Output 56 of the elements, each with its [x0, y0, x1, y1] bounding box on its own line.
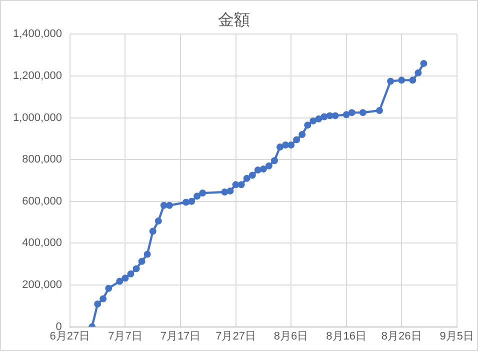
- point: [304, 122, 312, 129]
- point: [149, 228, 156, 235]
- point: [310, 117, 317, 124]
- point: [348, 109, 356, 116]
- point: [276, 144, 284, 151]
- point: [138, 258, 146, 265]
- point: [243, 174, 250, 182]
- x-tick-label: 7月27日: [216, 330, 256, 342]
- point: [260, 166, 267, 173]
- point: [144, 250, 151, 258]
- point: [288, 141, 295, 148]
- x-tick-label: 9月5日: [440, 330, 474, 342]
- point: [94, 300, 102, 308]
- y-tick-label: 1,200,000: [13, 70, 62, 82]
- y-tick-label: 1,400,000: [13, 28, 62, 40]
- point: [116, 278, 124, 285]
- point: [132, 265, 140, 272]
- point: [342, 111, 350, 118]
- x-tick-label: 8月26日: [381, 330, 422, 342]
- x-tick-label: 8月16日: [326, 330, 367, 342]
- point: [226, 187, 234, 194]
- y-tick-label: 400,000: [22, 237, 62, 250]
- point: [105, 284, 112, 292]
- x-tick-label: 7月7日: [108, 330, 142, 342]
- point: [194, 192, 201, 200]
- x-tick-label: 6月27日: [50, 330, 90, 342]
- point: [359, 109, 366, 116]
- y-tick-label: 1,000,000: [13, 112, 62, 124]
- point: [387, 78, 394, 85]
- point: [199, 190, 206, 197]
- point: [414, 69, 422, 76]
- point: [332, 112, 339, 120]
- x-tick-label: 8月6日: [274, 330, 308, 342]
- point: [270, 157, 278, 164]
- x-tick-label: 7月17日: [160, 330, 201, 342]
- point: [154, 218, 162, 225]
- point: [293, 136, 300, 144]
- y-tick-label: 800,000: [22, 154, 62, 166]
- y-tick-label: 200,000: [22, 279, 62, 292]
- point: [127, 270, 134, 278]
- point: [238, 181, 245, 188]
- point: [188, 198, 196, 205]
- chart-title: 金額: [218, 10, 250, 29]
- point: [265, 162, 272, 170]
- point: [409, 76, 416, 84]
- point: [315, 115, 322, 122]
- point: [376, 106, 383, 114]
- point: [100, 295, 107, 302]
- point: [298, 131, 306, 138]
- point: [248, 172, 256, 179]
- point: [420, 60, 428, 67]
- y-tick-label: 600,000: [22, 195, 62, 208]
- point: [221, 188, 228, 196]
- point: [398, 76, 406, 84]
- point: [122, 274, 129, 282]
- point: [166, 202, 173, 209]
